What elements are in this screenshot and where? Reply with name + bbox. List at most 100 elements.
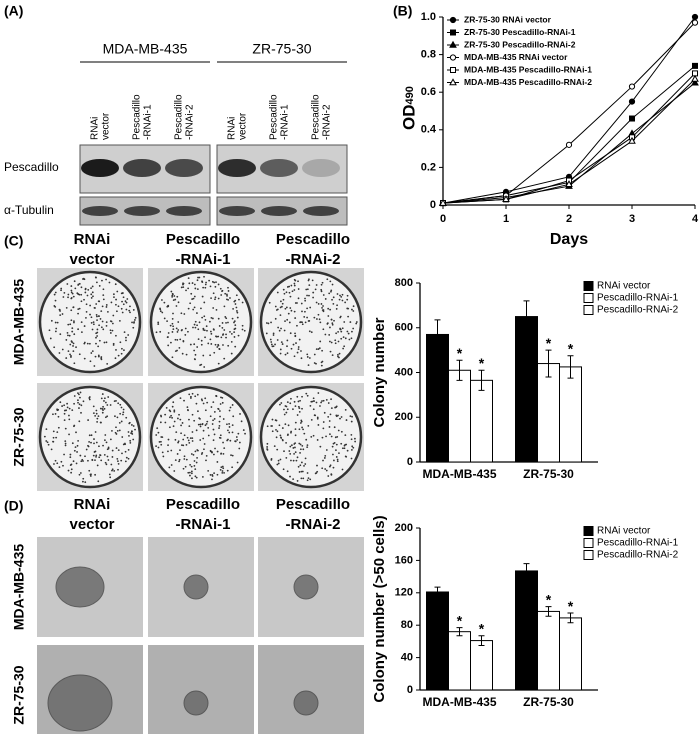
colony xyxy=(198,417,201,420)
colony xyxy=(230,352,233,355)
colony xyxy=(332,302,335,305)
colony xyxy=(156,427,159,430)
colony xyxy=(290,347,293,350)
colony xyxy=(125,339,127,342)
colony xyxy=(66,331,69,334)
colony xyxy=(315,362,317,365)
micrograph xyxy=(258,645,364,734)
colony xyxy=(231,317,234,320)
colony xyxy=(219,415,221,418)
colony xyxy=(49,337,52,340)
colony xyxy=(212,439,215,442)
colony xyxy=(79,396,81,399)
colony xyxy=(343,444,346,447)
colony xyxy=(284,353,287,356)
colony xyxy=(205,459,207,462)
colony xyxy=(74,287,77,290)
colony xyxy=(274,343,276,346)
y-tick-label: 0 xyxy=(407,684,413,696)
colony xyxy=(67,296,69,299)
colony xyxy=(106,415,109,418)
colony xyxy=(112,342,115,345)
colony xyxy=(319,340,322,343)
colony xyxy=(225,317,228,320)
colony xyxy=(172,425,175,428)
colony xyxy=(350,420,353,423)
colony xyxy=(289,295,292,298)
colony xyxy=(282,288,285,291)
colony xyxy=(124,443,127,446)
marker xyxy=(691,74,699,82)
colony xyxy=(331,445,334,448)
colony xyxy=(210,343,213,345)
colony xyxy=(91,291,94,294)
colony xyxy=(117,354,120,357)
colony xyxy=(177,441,180,444)
colony xyxy=(194,475,197,478)
colony xyxy=(226,293,228,296)
colony xyxy=(320,401,322,404)
colony xyxy=(194,468,197,471)
colony xyxy=(94,459,96,461)
colony xyxy=(87,288,90,291)
row-label: MDA-MB-435 xyxy=(11,544,27,631)
colony xyxy=(304,463,307,465)
colony xyxy=(105,441,108,444)
colony xyxy=(308,320,311,322)
colony xyxy=(85,448,88,451)
colony xyxy=(70,468,73,471)
colony xyxy=(111,329,114,332)
colony xyxy=(88,398,91,401)
colony xyxy=(335,414,338,417)
colony xyxy=(236,461,239,464)
colony xyxy=(292,408,294,411)
colony xyxy=(330,398,332,401)
colony xyxy=(327,402,330,404)
colony xyxy=(212,401,215,403)
colony xyxy=(170,414,173,417)
legend-swatch xyxy=(583,293,594,303)
colony xyxy=(90,441,92,444)
colony xyxy=(99,318,102,320)
colony xyxy=(96,421,99,423)
colony xyxy=(340,337,343,340)
colony xyxy=(277,326,280,329)
colony xyxy=(299,321,302,324)
colony xyxy=(341,327,344,330)
colony xyxy=(107,446,110,449)
colony xyxy=(289,307,292,309)
colony xyxy=(220,294,223,296)
colony xyxy=(304,297,306,300)
colony xyxy=(191,413,194,416)
colony xyxy=(196,449,199,451)
colony xyxy=(332,296,335,299)
x-axis-label: Days xyxy=(550,231,588,248)
colony xyxy=(130,424,133,426)
colony xyxy=(281,427,284,429)
colony xyxy=(334,436,337,439)
sphere xyxy=(183,690,209,716)
colony xyxy=(93,442,95,445)
colony xyxy=(187,330,189,333)
colony xyxy=(82,400,85,403)
legend-swatch xyxy=(583,305,594,315)
colony xyxy=(78,403,81,406)
colony xyxy=(90,297,93,299)
colony xyxy=(178,413,180,416)
colony xyxy=(59,310,61,312)
colony xyxy=(190,395,192,398)
colony xyxy=(233,336,236,338)
colony xyxy=(328,340,331,343)
colony xyxy=(307,477,310,480)
colony xyxy=(306,394,309,397)
colony xyxy=(231,431,234,434)
colony xyxy=(339,315,342,318)
colony xyxy=(86,342,89,345)
colony xyxy=(306,307,309,310)
colony xyxy=(176,331,179,333)
colony xyxy=(290,309,293,312)
colony xyxy=(219,434,222,437)
colony xyxy=(308,284,311,287)
colony xyxy=(100,356,103,358)
colony xyxy=(328,334,331,336)
